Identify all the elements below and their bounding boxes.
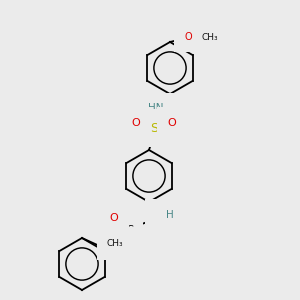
Text: H: H	[166, 210, 174, 220]
Text: CH₃: CH₃	[202, 32, 219, 41]
Text: O: O	[132, 118, 140, 128]
Text: N: N	[156, 210, 164, 220]
Text: HN: HN	[148, 103, 164, 113]
Text: H: H	[118, 239, 126, 249]
Text: CH₃: CH₃	[106, 238, 123, 247]
Text: N: N	[108, 239, 116, 249]
Text: O: O	[168, 118, 176, 128]
Text: C: C	[127, 225, 134, 235]
Text: O: O	[184, 32, 192, 42]
Text: O: O	[110, 213, 118, 223]
Text: S: S	[150, 122, 158, 134]
